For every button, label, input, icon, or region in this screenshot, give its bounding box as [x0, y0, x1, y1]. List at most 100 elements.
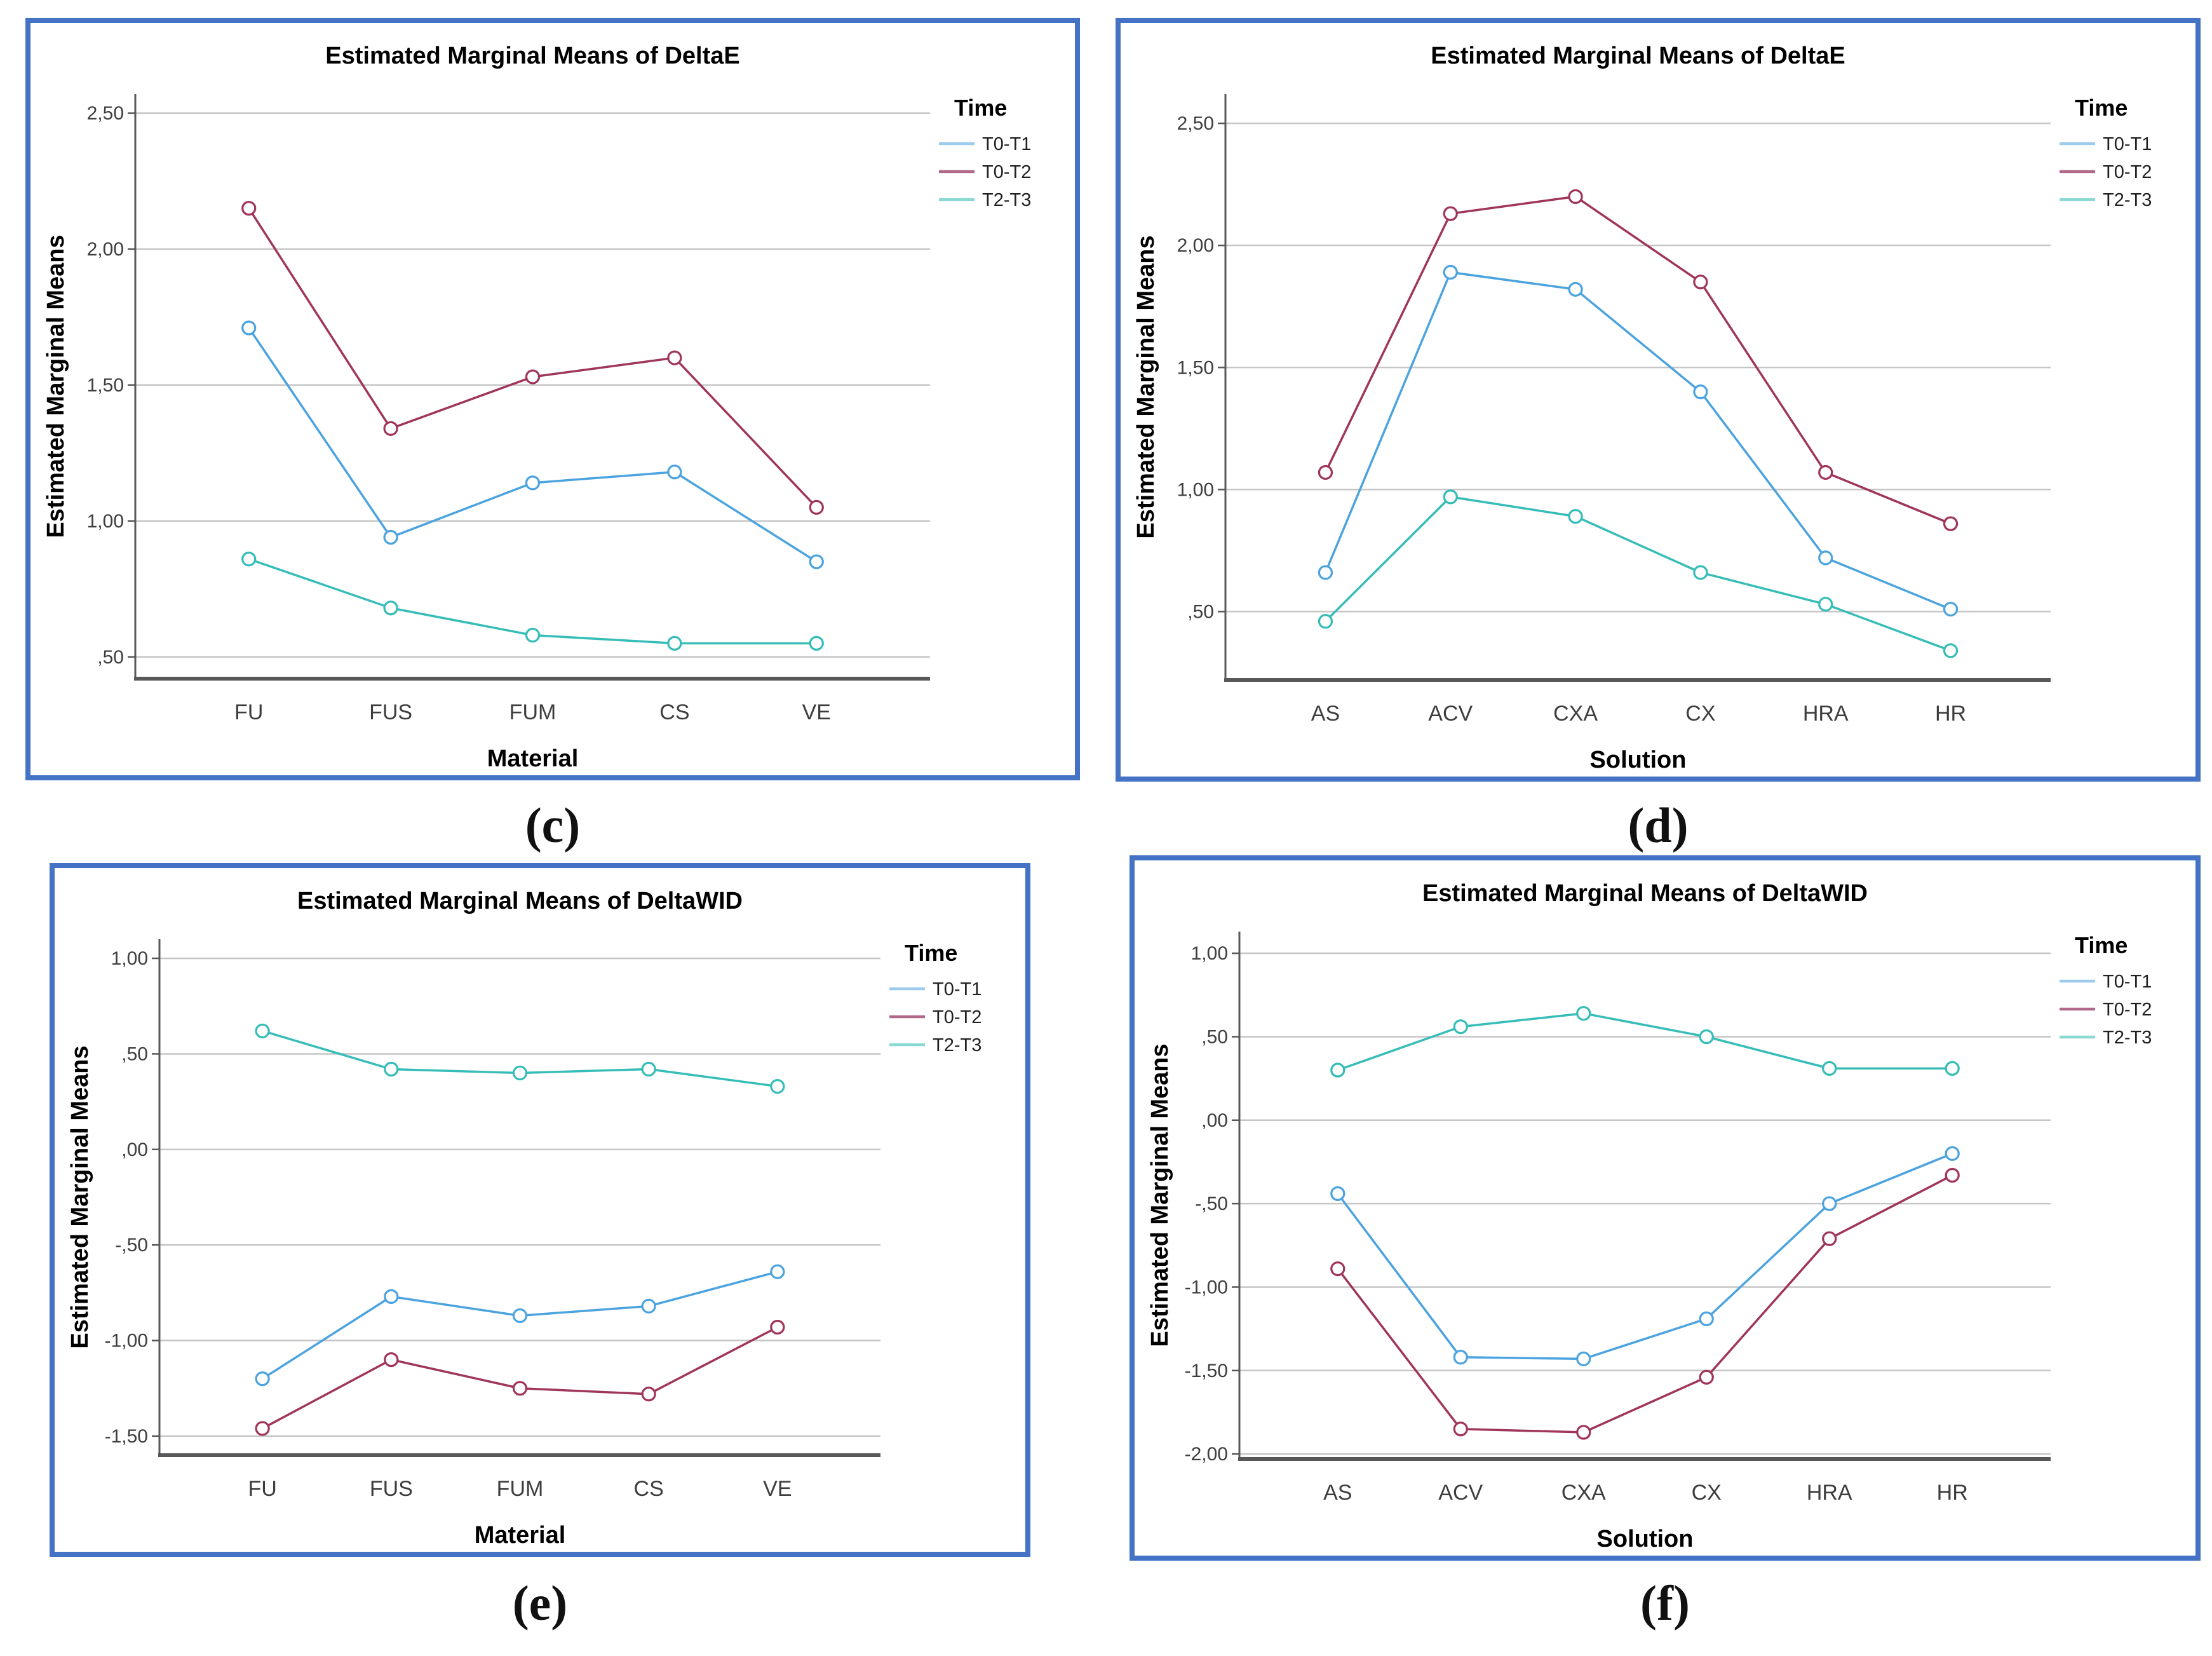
data-point-T2-T3 [383, 601, 398, 616]
y-tick-label: 2,50 [87, 103, 124, 124]
y-tick-label: 2,50 [1177, 113, 1214, 134]
legend-label-T0-T2: T0-T2 [2103, 162, 2152, 182]
legend-label-T2-T3: T2-T3 [2103, 1028, 2152, 1048]
y-tick-label: 1,00 [1191, 943, 1228, 964]
data-point-T0-T2 [770, 1319, 785, 1335]
data-point-T2-T3 [384, 1061, 399, 1077]
y-tick-label: ,00 [1201, 1110, 1228, 1131]
data-point-T0-T2 [384, 1352, 399, 1368]
series-line-T0-T1 [1324, 271, 1952, 611]
y-axis-title: Estimated Marginal Means [1147, 1043, 1173, 1347]
data-point-T0-T1 [1699, 1311, 1714, 1326]
data-point-T0-T1 [241, 320, 257, 336]
data-point-T0-T1 [1330, 1186, 1345, 1201]
series-line-T0-T1 [1337, 1152, 1953, 1361]
data-point-T0-T1 [1318, 565, 1333, 580]
data-point-T2-T3 [667, 635, 682, 651]
x-tick-label: HRA [1807, 1481, 1852, 1505]
series-line-T2-T3 [1337, 1012, 1953, 1071]
y-tick-label: 1,00 [87, 511, 124, 532]
chart-f-svg: 1,00 ,50 ,00 -,50 -1,00 -1,50 -2,00 AS ACV CXA CX H… [1147, 880, 2152, 1552]
x-tick-label: HR [1937, 1481, 1968, 1505]
x-tick-label: CX [1692, 1481, 1722, 1505]
y-tick-label: ,50 [121, 1043, 148, 1064]
x-tick-label: VE [763, 1477, 792, 1501]
y-tick-label: 1,00 [1177, 479, 1214, 500]
data-point-T0-T2 [512, 1381, 528, 1396]
y-axis-title: Estimated Marginal Means [67, 1045, 93, 1348]
data-point-T0-T2 [1318, 465, 1333, 480]
x-tick-label: AS [1311, 702, 1340, 726]
y-tick-label: ,50 [1187, 601, 1214, 622]
series-line-T2-T3 [1324, 496, 1952, 652]
x-tick-label: FU [234, 700, 263, 724]
data-point-T0-T2 [525, 369, 541, 384]
data-point-T0-T2 [255, 1421, 270, 1436]
data-point-T2-T3 [255, 1023, 270, 1038]
data-point-T2-T3 [241, 552, 257, 567]
data-point-T0-T2 [641, 1387, 656, 1402]
data-point-T2-T3 [1318, 614, 1333, 629]
x-tick-label: CX [1685, 702, 1715, 726]
x-axis-title: Solution [1590, 747, 1687, 773]
data-point-T2-T3 [770, 1078, 785, 1094]
y-tick-label: 1,50 [87, 375, 124, 396]
data-point-T0-T1 [1576, 1351, 1591, 1367]
data-point-T0-T2 [1693, 275, 1708, 290]
data-point-T0-T1 [1443, 264, 1458, 280]
y-tick-label: -1,50 [1185, 1361, 1228, 1381]
legend-label-T0-T1: T0-T1 [933, 979, 981, 1000]
chart-panel-c: 2,50 2,00 1,50 1,00 ,50 FU FUS FUM CS VE Estimated… [25, 18, 1080, 780]
y-tick-label: 2,00 [1177, 235, 1214, 256]
data-point-T2-T3 [1945, 1061, 1960, 1076]
data-point-T0-T2 [809, 499, 824, 515]
legend-title: Time [905, 940, 957, 966]
x-axis-title: Material [487, 745, 579, 772]
data-point-T0-T2 [241, 201, 257, 216]
data-point-T0-T1 [1693, 384, 1708, 400]
data-point-T0-T1 [641, 1298, 656, 1314]
y-tick-label: ,50 [1201, 1026, 1228, 1047]
series-line-T0-T1 [247, 327, 818, 563]
y-tick-label: -1,50 [105, 1426, 148, 1447]
y-tick-label: -1,00 [1185, 1277, 1228, 1298]
data-point-T0-T2 [1943, 516, 1959, 531]
data-point-T2-T3 [1576, 1006, 1591, 1021]
caption-f: (f) [1640, 1575, 1690, 1631]
y-tick-label: 2,00 [87, 239, 124, 260]
chart-panel-f: 1,00 ,50 ,00 -,50 -1,00 -1,50 -2,00 AS ACV CXA CX H… [1130, 855, 2201, 1561]
data-point-T2-T3 [525, 627, 541, 643]
data-point-T0-T1 [667, 465, 682, 480]
series-line-T0-T2 [1337, 1174, 1953, 1434]
data-point-T2-T3 [1443, 489, 1458, 505]
chart-title: Estimated Marginal Means of DeltaWID [1422, 880, 1868, 907]
data-point-T2-T3 [1943, 643, 1959, 658]
x-tick-label: HR [1935, 702, 1966, 726]
x-axis-title: Material [475, 1522, 566, 1549]
x-tick-label: HRA [1803, 702, 1849, 726]
chart-panel-d: 2,50 2,00 1,50 1,00 ,50 AS ACV CXA CX HRA HR Estima… [1116, 18, 2201, 782]
data-point-T0-T1 [770, 1264, 785, 1279]
data-point-T0-T1 [512, 1308, 528, 1324]
chart-title: Estimated Marginal Means of DeltaE [1431, 43, 1845, 69]
x-tick-label: VE [802, 700, 831, 724]
data-point-T0-T1 [255, 1371, 270, 1387]
data-point-T2-T3 [1822, 1061, 1837, 1076]
y-tick-label: ,50 [97, 647, 124, 668]
caption-e: (e) [512, 1575, 568, 1631]
legend-label-T0-T2: T0-T2 [2103, 1000, 2152, 1020]
legend-label-T2-T3: T2-T3 [933, 1035, 981, 1055]
chart-title: Estimated Marginal Means of DeltaE [325, 43, 740, 69]
data-point-T2-T3 [1568, 508, 1583, 524]
legend-label-T0-T2: T0-T2 [982, 162, 1031, 182]
y-axis-title: Estimated Marginal Means [1133, 235, 1159, 538]
data-point-T2-T3 [1693, 565, 1708, 580]
data-point-T0-T1 [1945, 1146, 1960, 1161]
legend-label-T2-T3: T2-T3 [2103, 190, 2152, 210]
data-point-T0-T2 [1945, 1167, 1960, 1183]
chart-e-svg: 1,00 ,50 ,00 -,50 -1,00 -1,50 FU FUS FUM CS VE Esti… [67, 888, 981, 1549]
data-point-T2-T3 [1330, 1062, 1345, 1078]
data-point-T2-T3 [1453, 1019, 1468, 1035]
x-tick-label: CS [659, 700, 689, 724]
x-axis-title: Solution [1597, 1526, 1694, 1552]
